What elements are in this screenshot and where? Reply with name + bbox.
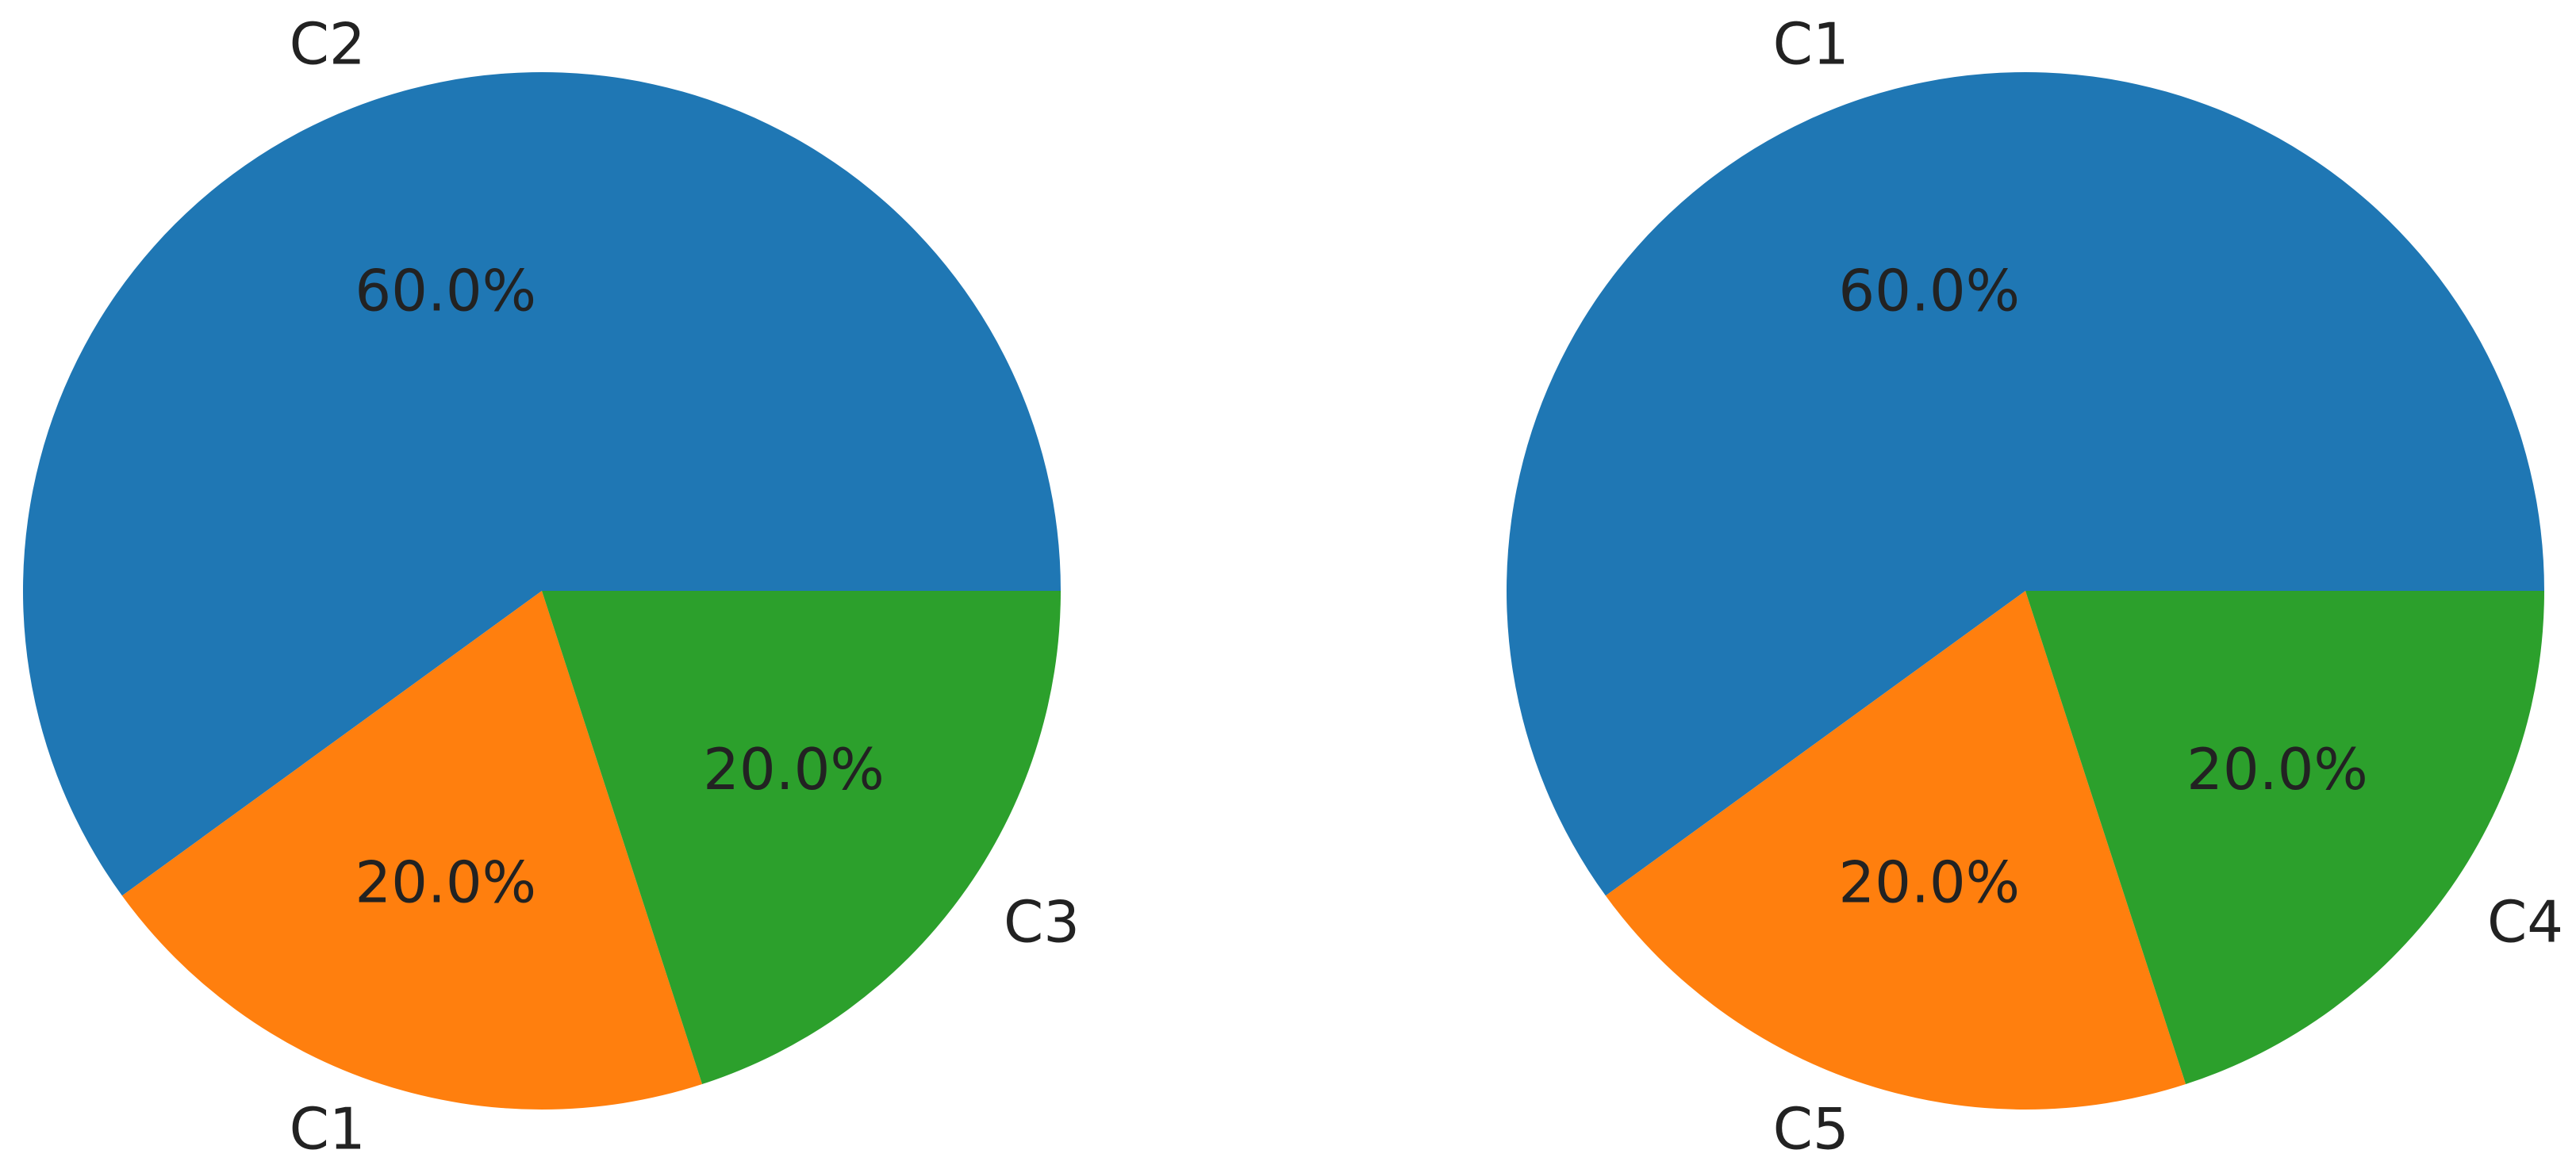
- pie-slice: [121, 591, 703, 1110]
- pie-slice: [22, 71, 1061, 896]
- percent-label: 20.0%: [355, 849, 536, 916]
- percent-label: 60.0%: [1838, 257, 2020, 324]
- percent-label: 60.0%: [355, 257, 536, 324]
- percent-label: 20.0%: [1838, 849, 2020, 916]
- percent-label: 20.0%: [2186, 736, 2368, 803]
- percent-label: 20.0%: [703, 736, 885, 803]
- pie-slice: [1507, 72, 2544, 896]
- slice-label: C1: [1773, 10, 1849, 77]
- pie-slice: [2025, 591, 2544, 1084]
- pie-slice: [542, 591, 1061, 1084]
- pie-slice: [1605, 591, 2186, 1110]
- slice-label: C2: [290, 10, 366, 77]
- slice-label: C3: [1004, 888, 1080, 955]
- slice-label: C4: [2487, 888, 2563, 955]
- slice-label: C1: [290, 1096, 366, 1163]
- slice-label: C5: [1773, 1096, 1849, 1163]
